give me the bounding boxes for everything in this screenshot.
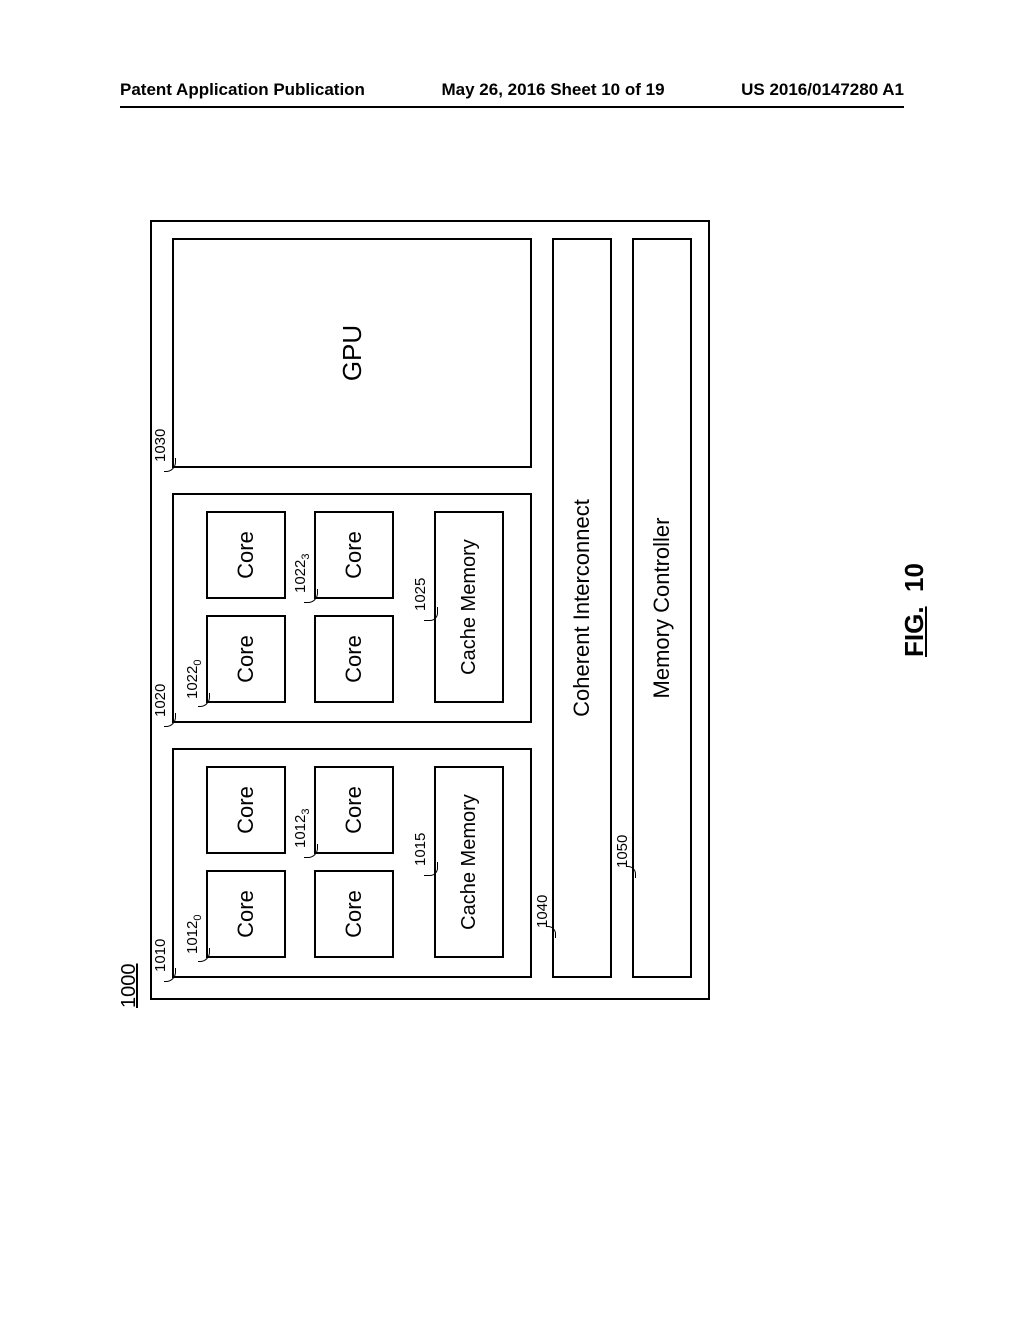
leader-line (198, 693, 210, 707)
cache-1: Cache Memory (434, 766, 504, 958)
figure-rotated: 1000 Core Core Core Core Cache Memory 10… (150, 220, 870, 1000)
interconnect-label: Coherent Interconnect (569, 499, 595, 717)
ref-sub: 3 (300, 809, 312, 815)
leader-line (164, 713, 176, 727)
ref-1040: 1040 (534, 895, 551, 928)
leader-line (198, 948, 210, 962)
fig-prefix: FIG. (899, 606, 929, 657)
core-2-2: Core (314, 615, 394, 703)
ref-1030: 1030 (152, 429, 169, 462)
leader-line (164, 458, 176, 472)
ref-sub: 0 (192, 660, 204, 666)
memory-controller: Memory Controller (632, 238, 692, 978)
gpu-label: GPU (337, 325, 368, 381)
soc-outline: Core Core Core Core Cache Memory 1012 0 1… (150, 220, 710, 1000)
core-2-0: Core (206, 615, 286, 703)
core-1-0: Core (206, 870, 286, 958)
ref-1015: 1015 (412, 833, 429, 866)
ref-1020: 1020 (152, 684, 169, 717)
core-1-1: Core (206, 766, 286, 854)
ref-sub: 3 (300, 554, 312, 560)
ref-1022-3: 10223 (292, 554, 312, 594)
gpu-block: GPU (172, 238, 532, 468)
cache-2: Cache Memory (434, 511, 504, 703)
core-cluster-2: Core Core Core Core Cache Memory 1022 0 1… (172, 493, 532, 723)
page-header: Patent Application Publication May 26, 2… (120, 80, 904, 100)
figure-area: 1000 Core Core Core Core Cache Memory 10… (150, 220, 870, 1000)
ref-1010: 1010 (152, 939, 169, 972)
header-right: US 2016/0147280 A1 (741, 80, 904, 100)
header-rule (120, 106, 904, 108)
fig-number: 10 (899, 563, 929, 592)
header-center: May 26, 2016 Sheet 10 of 19 (442, 80, 665, 100)
core-2-1: Core (206, 511, 286, 599)
core-cluster-1: Core Core Core Core Cache Memory 1012 0 1… (172, 748, 532, 978)
memctrl-label: Memory Controller (649, 518, 675, 699)
ref-text: 1022 (292, 560, 309, 593)
patent-page: Patent Application Publication May 26, 2… (0, 0, 1024, 1320)
ref-text: 1012 (292, 815, 309, 848)
core-2-3: Core (314, 511, 394, 599)
ref-1050: 1050 (614, 835, 631, 868)
header-left: Patent Application Publication (120, 80, 365, 100)
ref-sub: 0 (192, 915, 204, 921)
figure-caption: FIG. 10 (899, 220, 930, 1000)
leader-line (304, 844, 318, 858)
leader-line (304, 589, 318, 603)
system-ref-label: 1000 (118, 964, 141, 1009)
core-1-3: Core (314, 766, 394, 854)
ref-1025: 1025 (412, 578, 429, 611)
leader-line (164, 968, 176, 982)
coherent-interconnect: Coherent Interconnect (552, 238, 612, 978)
ref-1012-3: 10123 (292, 809, 312, 849)
core-1-2: Core (314, 870, 394, 958)
